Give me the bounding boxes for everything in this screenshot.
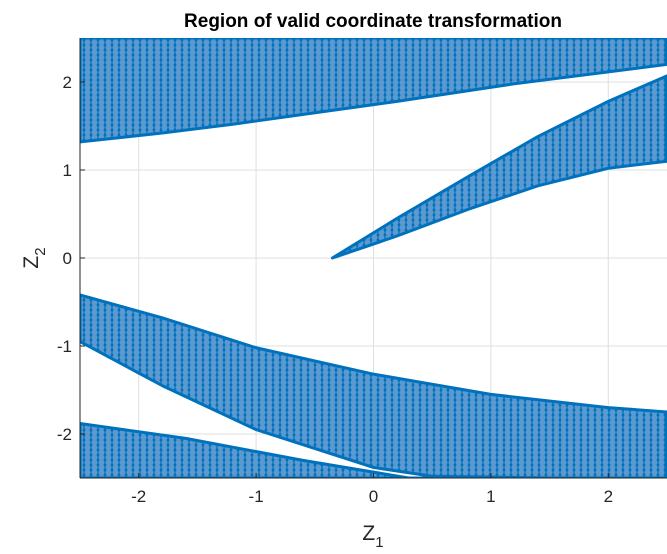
x-axis-label: Z1: [362, 522, 383, 551]
data-region-4: [80, 421, 667, 478]
data-regions: [80, 38, 667, 478]
x-tick-label: 1: [486, 487, 495, 506]
chart-title: Region of valid coordinate transformatio…: [184, 11, 562, 32]
x-tick-label: 2: [604, 487, 613, 506]
y-axis-label: Z2: [20, 247, 49, 268]
data-region-3: [80, 293, 667, 478]
axis-ticks: -2 -1 0 1 2 -2 -1 0 1 2: [57, 73, 613, 506]
y-tick-label: 0: [63, 249, 72, 268]
x-tick-label: -1: [249, 487, 264, 506]
y-tick-label: 1: [63, 161, 72, 180]
y-tick-label: -1: [57, 337, 72, 356]
x-axis-label-sub: 1: [375, 534, 383, 551]
y-tick-label: 2: [63, 73, 72, 92]
x-tick-label: 0: [369, 487, 378, 506]
data-region-2: [330, 74, 667, 260]
y-tick-label: -2: [57, 425, 72, 444]
y-axis-label-main: Z: [20, 256, 43, 269]
y-axis-label-sub: 2: [32, 247, 49, 255]
x-tick-label: -2: [131, 487, 146, 506]
data-region-1: [80, 38, 667, 144]
x-axis-label-main: Z: [362, 522, 375, 545]
